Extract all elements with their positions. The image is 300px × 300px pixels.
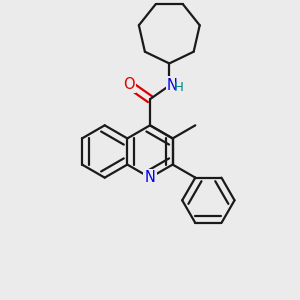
- Text: N: N: [167, 78, 178, 93]
- Text: H: H: [174, 81, 184, 94]
- Text: N: N: [145, 170, 155, 185]
- Text: O: O: [123, 77, 135, 92]
